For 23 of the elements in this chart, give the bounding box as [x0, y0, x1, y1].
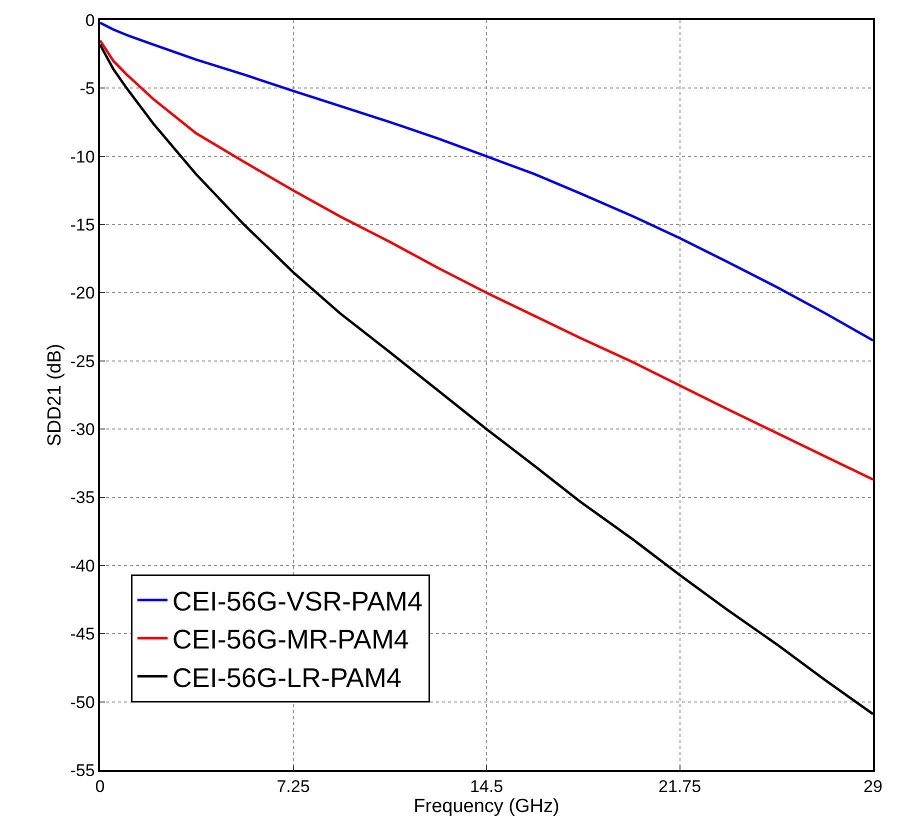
- y-tick-label: -20: [70, 284, 95, 303]
- y-tick-label: -25: [70, 352, 95, 371]
- legend-label: CEI-56G-VSR-PAM4: [172, 586, 422, 617]
- x-axis-title: Frequency (GHz): [414, 796, 560, 818]
- x-tick-label: 29: [864, 777, 882, 796]
- y-tick-label: -15: [70, 216, 95, 234]
- y-tick-label: -40: [70, 556, 95, 576]
- y-tick-label: -45: [70, 624, 95, 644]
- y-axis-title: SDD21 (dB): [44, 344, 66, 446]
- x-tick-label: 14.5: [470, 777, 504, 796]
- y-tick-label: -35: [70, 488, 95, 508]
- legend-label: CEI-56G-LR-PAM4: [172, 662, 402, 693]
- line-series: [100, 21, 873, 342]
- y-tick-label: -50: [70, 692, 95, 712]
- line-series: [100, 39, 873, 481]
- y-tick-label: -10: [70, 147, 95, 166]
- x-tick-label: 21.75: [658, 777, 702, 796]
- legend-label: CEI-56G-MR-PAM4: [172, 624, 409, 655]
- y-tick-label: 0: [85, 10, 95, 30]
- y-tick-label: -55: [70, 760, 95, 780]
- y-tick-label: -5: [80, 79, 95, 98]
- x-tick-label: 7.25: [276, 777, 310, 796]
- y-tick-label: -30: [70, 420, 95, 440]
